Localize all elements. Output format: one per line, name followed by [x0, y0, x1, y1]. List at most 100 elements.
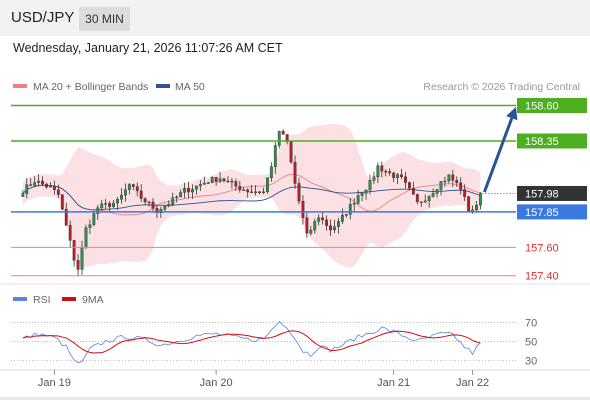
candle-body [104, 203, 108, 205]
candle-body [120, 194, 123, 200]
candle-body [108, 203, 112, 207]
timeframe-button[interactable]: 30 MIN [79, 7, 130, 31]
rsi-line [22, 320, 481, 364]
candle-body [246, 189, 250, 193]
legend-label-rsi: RSI [33, 294, 51, 306]
candle-body [171, 197, 175, 205]
candle-body [380, 165, 384, 172]
resistance-tag-label: 158.60 [525, 101, 559, 113]
candle-body [143, 198, 147, 203]
candle-body [37, 180, 41, 183]
candle-body [175, 196, 179, 199]
forecast-arrow-shaft [482, 117, 514, 193]
candle-body [198, 184, 202, 187]
candle-body [163, 205, 167, 210]
chart-datetime: Wednesday, January 21, 2026 11:07:26 AM … [13, 41, 283, 55]
candle-body [277, 131, 281, 146]
candle-body [301, 201, 305, 218]
candle-body [159, 209, 163, 213]
candle-body [202, 182, 206, 185]
support-label: 157.60 [525, 242, 559, 254]
candle-body [368, 180, 372, 191]
bollinger-band [22, 124, 481, 268]
candle-body [372, 176, 376, 181]
candle-body [455, 180, 459, 184]
candle-body [214, 176, 218, 182]
candle-body [435, 189, 439, 194]
candle-body [364, 189, 368, 194]
candle-body [427, 196, 431, 202]
candle-body [234, 181, 238, 187]
candle-body [459, 182, 463, 190]
candle-body [254, 191, 258, 194]
candle-body [49, 185, 52, 188]
candle-body [329, 225, 332, 231]
candle-body [116, 199, 119, 204]
candle-body [52, 185, 56, 190]
candle-body [222, 178, 226, 182]
research-credit: Research © 2026 Trading Central [423, 81, 580, 93]
legend-swatch-rsi-ma [62, 297, 76, 301]
resistance-tag-label: 158.35 [525, 136, 559, 148]
candle-body [439, 181, 443, 190]
candle-body [463, 189, 467, 197]
resistance-tag [517, 98, 587, 114]
candle-body [88, 224, 92, 228]
legend-swatch-ma50 [156, 84, 170, 88]
candle-body [360, 193, 364, 196]
candle-body [21, 193, 25, 197]
candle-body [297, 183, 301, 202]
rsi-tick-label: 50 [525, 336, 537, 348]
top-bar: USD/JPY 30 MIN [0, 0, 590, 36]
candle-body [242, 189, 246, 192]
candle-body [337, 221, 340, 227]
current-tag [517, 185, 587, 201]
current-tag-label: 157.98 [525, 188, 559, 200]
candle-body [29, 184, 33, 186]
candle-body [269, 166, 273, 179]
legend-label-ma50: MA 50 [175, 81, 205, 93]
candle-body [392, 172, 396, 179]
candle-body [72, 240, 76, 261]
candle-body [100, 203, 104, 209]
candle-body [281, 131, 285, 135]
candle-body [33, 182, 37, 186]
candle-body [238, 186, 242, 191]
rsi-ma-line [22, 330, 481, 354]
candle-body [127, 184, 131, 190]
x-tick-label: Jan 21 [377, 377, 410, 389]
candle-body [151, 201, 155, 209]
candle-body [258, 191, 261, 194]
candle-body [123, 189, 127, 196]
candle-body [348, 203, 352, 215]
candle-body [475, 204, 478, 211]
candle-body [325, 219, 329, 226]
candle-body [206, 182, 210, 184]
candle-body [423, 200, 427, 203]
candle-body [56, 189, 60, 195]
candle-body [167, 204, 171, 207]
legend-label-rsi-ma: 9MA [82, 294, 104, 306]
legend-label-ma20: MA 20 + Bollinger Bands [33, 81, 148, 93]
candle-body [131, 184, 135, 187]
candle-body [230, 180, 234, 183]
candle-body [411, 187, 415, 195]
candle-body [479, 193, 482, 206]
pivot-tag-label: 157.85 [525, 207, 559, 219]
candle-body [147, 201, 151, 204]
footer-bar [0, 397, 590, 400]
candle-body [60, 194, 64, 210]
candle-body [376, 165, 380, 178]
candle-body [273, 145, 277, 167]
candle-body [96, 207, 100, 214]
candle-body [408, 182, 411, 189]
candle-body [262, 191, 265, 194]
candle-body [415, 194, 419, 202]
candle-body [467, 196, 471, 213]
candle-body [68, 225, 72, 241]
x-tick-label: Jan 19 [38, 377, 71, 389]
candle-body [447, 174, 451, 182]
candle-body [250, 191, 254, 194]
candle-body [352, 203, 356, 205]
candle-body [64, 209, 68, 226]
